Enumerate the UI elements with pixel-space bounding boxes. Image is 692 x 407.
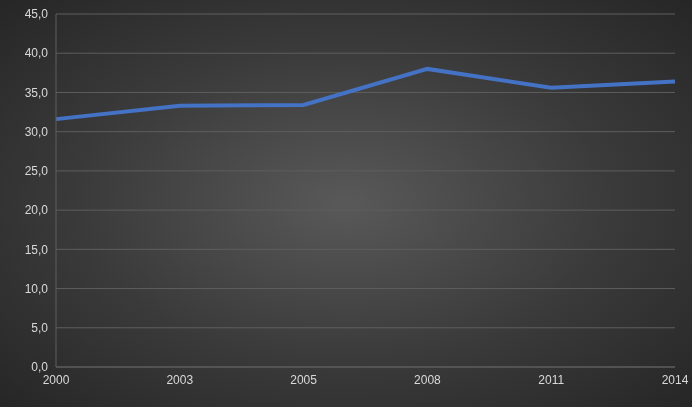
svg-text:2000: 2000 [43,373,70,387]
svg-text:2005: 2005 [290,373,317,387]
svg-text:30,0: 30,0 [25,125,49,139]
svg-text:15,0: 15,0 [25,243,49,257]
svg-text:40,0: 40,0 [25,46,49,60]
svg-text:20,0: 20,0 [25,203,49,217]
svg-text:0,0: 0,0 [31,360,48,374]
svg-text:25,0: 25,0 [25,164,49,178]
svg-text:2011: 2011 [538,373,564,387]
svg-text:2014: 2014 [662,373,684,387]
svg-text:35,0: 35,0 [25,86,49,100]
svg-text:10,0: 10,0 [25,282,49,296]
svg-text:5,0: 5,0 [31,321,48,335]
svg-text:2008: 2008 [414,373,441,387]
svg-text:2003: 2003 [166,373,193,387]
svg-text:45,0: 45,0 [25,7,49,21]
